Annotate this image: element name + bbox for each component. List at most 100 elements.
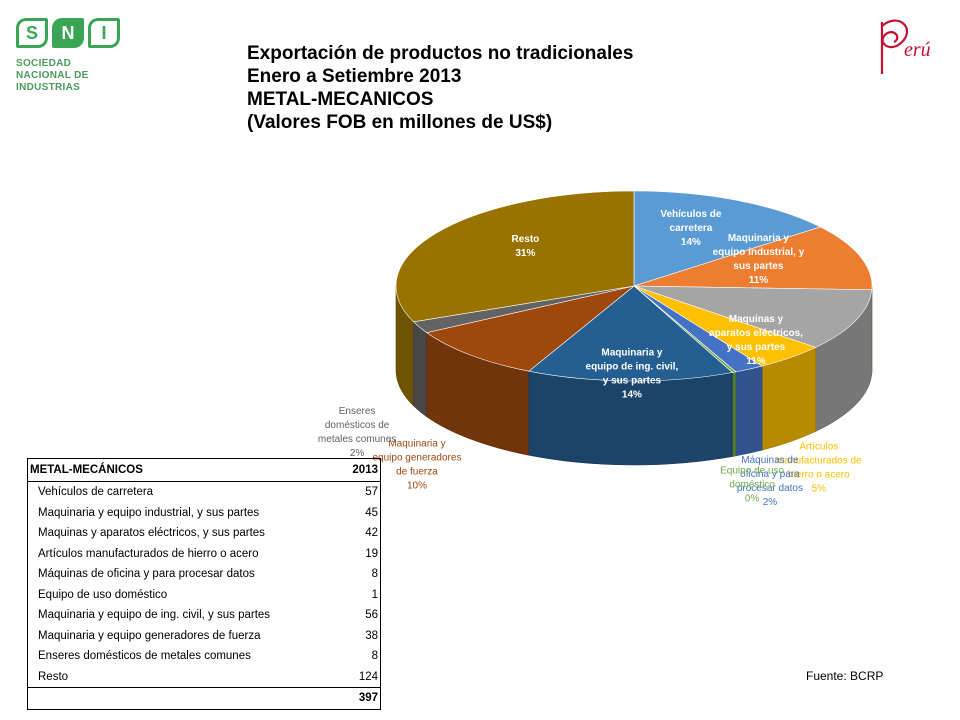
source-note: Fuente: BCRP [806,669,884,683]
pie-slice-label: oficina y para [740,469,800,480]
pie-slice-percent-label: 31% [515,248,535,259]
sni-logo-name-line: INDUSTRIAS [16,82,81,93]
pie-slice [425,285,635,372]
pie-slice-label: doméstico [729,480,775,491]
pie-slice [633,190,822,287]
table-cell-value: 45 [365,506,378,519]
pie-slice-label: Vehículos de [660,209,722,220]
table-row: Maquinaria y equipo industrial, y sus pa… [28,503,381,524]
table-cell-value: 8 [371,650,378,663]
sni-logo-name-line: SOCIEDAD [16,58,72,69]
pie-slice-label: Máquinas de [741,455,799,466]
pie-slice-label: sus partes [733,261,783,272]
pie-slice-percent-label: 5% [812,483,827,494]
pie-slice-label: Enseres [339,406,376,417]
pie-slice [528,285,734,382]
pie-slice [395,190,635,323]
title-line: (Valores FOB en millones de US$) [247,112,553,133]
pie-slice-label: Artículos [799,441,838,452]
pie-slice-percent-label: 14% [681,237,701,248]
pie-slice-percent-label: 2% [763,497,778,508]
table-cell-category: Máquinas de oficina y para procesar dato… [38,568,255,581]
table-header-year: 2013 [340,458,381,482]
pie-slice-label: Maquinaria y [601,347,663,358]
pie-slice-label: aparatos eléctricos, [709,328,803,339]
pie-slice-label: procesar datos [737,483,803,494]
sni-logo-badges: S N I [16,18,156,48]
pie-slice-label: Maquinaria y [728,233,790,244]
sni-logo-name-line: NACIONAL DE [16,70,89,81]
table-cell-value: 57 [365,486,378,499]
pie-slice-label: domésticos de [325,420,390,431]
pie-slice-label: equipo industrial, y [713,247,805,258]
sni-logo-letter-s: S [16,18,48,48]
pie-slice-label: manufacturados de [776,455,862,466]
pie-slice-label: equipo generadores [372,452,461,463]
table-row: Resto 124 [28,667,381,688]
table-total-row: 397 [27,687,381,709]
title-line: Enero a Setiembre 2013 [247,66,462,87]
pie-slice-label: y sus partes [603,375,662,386]
table-cell-value: 56 [365,609,378,622]
title-line: METAL-MECANICOS [247,89,434,110]
pie-slice-percent-label: 14% [622,389,642,400]
pie-slice-label: de fuerza [396,466,438,477]
table-cell-category: Vehículos de carretera [38,486,154,499]
pie-labels: Vehículos de carretera 14% Maquinaria y equi… [318,209,862,508]
table-cell-category: Maquinas y aparatos eléctricos, y sus pa… [38,527,265,540]
table-row: Artículos manufacturados de hierro o ace… [28,544,381,565]
chart-title: Exportación de productos no tradicionale… [247,42,633,134]
pie-top [395,190,873,382]
pie-slice-label: Maquinaria y [388,438,445,449]
pie-slice-label: carretera [670,223,713,234]
pie-slice [633,285,873,348]
pie-slice-percent-label: 11% [749,275,769,286]
table-header-label: METAL-MECÁNICOS [27,458,340,482]
pie-slice-percent-label: 2% [350,448,365,459]
table-row: Maquinaria y equipo de ing. civil, y sus… [28,605,381,626]
table-body: Vehículos de carretera 57 Maquinaria y equ… [27,482,381,709]
table-total-value: 397 [340,687,381,709]
peru-brand-logo: erú [868,12,952,78]
table-cell-category: Maquinaria y equipo generadores de fuerz… [38,629,261,642]
pie-slice-percent-label: 11% [746,356,766,367]
table-cell-category: Artículos manufacturados de hierro o ace… [38,547,259,560]
table-row: Enseres domésticos de metales comunes 8 [28,646,381,667]
pie-slice-side [413,321,427,418]
table-row: Maquinas y aparatos eléctricos, y sus pa… [28,523,381,544]
sni-logo-letter-i: I [88,18,120,48]
pie-slice-side [735,365,763,457]
table-row: Maquinaria y equipo generadores de fuerz… [28,626,381,647]
table-cell-value: 124 [358,670,378,683]
table-row: Máquinas de oficina y para procesar dato… [28,564,381,585]
sni-logo: S N I SOCIEDAD NACIONAL DE INDUSTRIAS [16,18,156,108]
table-cell-value: 1 [371,588,378,601]
pie-slice-percent-label: 10% [407,480,427,491]
title-line: Exportación de productos no tradicionale… [247,43,634,64]
table-row: Equipo de uso doméstico 1 [28,585,381,606]
table-cell-category: Equipo de uso doméstico [38,588,168,601]
pie-slice-label: equipo de ing. civil, [586,361,679,372]
table-header-row: METAL-MECÁNICOS 2013 [27,458,381,482]
pie-slice-label: Maquinas y [729,314,784,325]
pie-slice [633,226,873,291]
pie-slice-label: hierro o acero [788,469,850,480]
table-cell-value: 42 [365,527,378,540]
table-cell-value: 8 [371,568,378,581]
table-row: Vehículos de carretera 57 [28,482,381,503]
table-cell-category: Maquinaria y equipo industrial, y sus pa… [38,506,260,519]
sni-logo-name: SOCIEDAD NACIONAL DE INDUSTRIAS [16,58,156,94]
pie-slice-percent-label: 0% [745,494,760,505]
data-table: METAL-MECÁNICOS 2013 Vehículos de carret… [27,458,381,710]
pie-slice-side [732,371,737,457]
table-cell-category: Maquinaria y equipo de ing. civil, y sus… [38,609,271,622]
sni-logo-letter-n: N [52,18,84,48]
pie-slice-label: Equipo de uso [720,466,784,477]
table-cell-category: Enseres domésticos de metales comunes [38,650,251,663]
table-cell-category: Resto [38,670,69,683]
table-total-label [27,687,340,709]
table-cell-value: 19 [365,547,378,560]
pie-slice-label: metales comunes [318,434,396,445]
pie-slice-label: y sus partes [727,342,786,353]
